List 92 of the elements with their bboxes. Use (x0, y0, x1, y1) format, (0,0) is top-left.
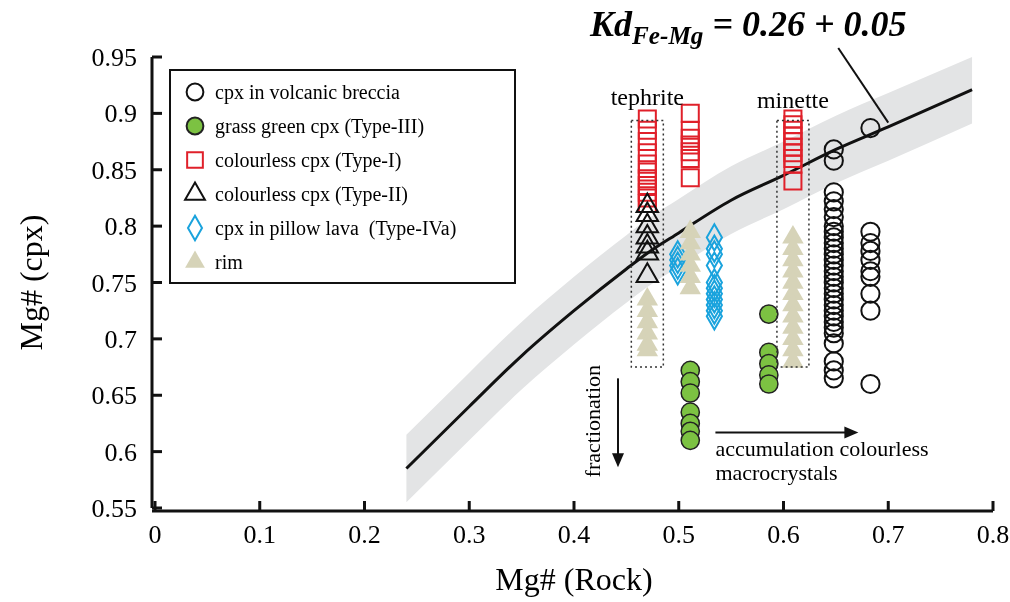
point (860, 373, 881, 395)
point (637, 120, 657, 140)
point (823, 221, 844, 242)
point (637, 132, 657, 152)
point (680, 120, 700, 140)
legend-label: colourless cpx (Type-I) (215, 149, 402, 172)
point (823, 261, 844, 282)
point (823, 351, 844, 372)
legend-label: rim (215, 251, 244, 273)
point (823, 283, 844, 304)
x-tick-label: 0.4 (557, 520, 591, 549)
point (680, 142, 700, 162)
point (860, 117, 881, 139)
point (680, 383, 701, 403)
point (823, 294, 844, 316)
point (783, 154, 803, 174)
point (680, 128, 700, 148)
point (637, 154, 657, 174)
x-tick-label: 0.1 (243, 520, 276, 549)
y-tick-label: 0.9 (104, 99, 137, 129)
point (860, 300, 881, 321)
point (823, 323, 844, 344)
point (758, 304, 779, 324)
point (823, 333, 844, 354)
point (823, 191, 844, 212)
point (823, 150, 844, 171)
x-tick-label: 0.3 (453, 520, 486, 549)
point (823, 368, 844, 389)
y-tick-label: 0.6 (104, 437, 137, 467)
legend-label: cpx in volcanic breccia (215, 81, 401, 104)
annotation: Kd$_{Fe-Mg}$ = 0.26 + 0.05 (589, 4, 907, 49)
x-tick-label: 0.5 (662, 520, 695, 549)
point (860, 266, 881, 287)
point (758, 374, 779, 394)
point (823, 306, 844, 327)
point (823, 227, 844, 248)
annotation: minette (756, 87, 829, 114)
point (680, 430, 701, 451)
point (637, 162, 657, 182)
y-tick-label: 0.95 (91, 43, 137, 73)
point (823, 199, 844, 220)
legend-label: grass green cpx (Type-III) (215, 115, 425, 138)
point (823, 289, 844, 310)
point (860, 240, 881, 262)
point (823, 255, 844, 276)
point (823, 311, 844, 333)
legend-label: colourless cpx (Type-II) (215, 183, 408, 206)
y-tick-label: 0.85 (91, 155, 137, 185)
point (637, 109, 657, 129)
point (680, 148, 700, 168)
point (823, 317, 844, 338)
point (823, 207, 844, 228)
point (823, 300, 844, 321)
point (823, 139, 844, 160)
annotation: fractionation (580, 364, 606, 478)
point (823, 216, 844, 237)
point (823, 238, 844, 259)
x-tick-label: 0.6 (767, 520, 800, 549)
x-tick-label: 0.7 (872, 520, 905, 549)
point (860, 221, 881, 242)
point (783, 109, 803, 129)
point (680, 135, 700, 155)
y-tick-label: 0.75 (91, 268, 137, 298)
x-tick-label: 0.8 (976, 520, 1010, 549)
legend-label: cpx in pillow lava (Type-IVa) (215, 217, 457, 240)
point (860, 249, 881, 271)
y-tick-label: 0.65 (91, 381, 137, 411)
point (637, 169, 657, 189)
y-axis-title: Mg# (cpx) (13, 214, 49, 351)
x-tick-label: 0.2 (348, 520, 381, 549)
annotation: tephrite (610, 84, 684, 111)
point (823, 249, 844, 271)
y-tick-label: 0.55 (91, 494, 137, 524)
point (823, 266, 844, 287)
point (860, 232, 881, 254)
y-tick-label: 0.7 (104, 324, 137, 354)
point (823, 272, 844, 293)
x-axis-title: Mg# (Rock) (495, 561, 653, 597)
point (680, 168, 700, 188)
point (823, 244, 844, 265)
point (860, 283, 881, 304)
point (823, 182, 844, 203)
point (860, 261, 881, 282)
point (637, 143, 657, 163)
point (823, 360, 844, 381)
x-tick-label: 0 (148, 520, 162, 549)
annotation: accumulation colourless macrocrystals (715, 435, 929, 485)
point (783, 171, 803, 191)
point (823, 278, 844, 299)
point (783, 143, 803, 163)
y-tick-label: 0.8 (104, 212, 137, 242)
point (823, 232, 844, 254)
